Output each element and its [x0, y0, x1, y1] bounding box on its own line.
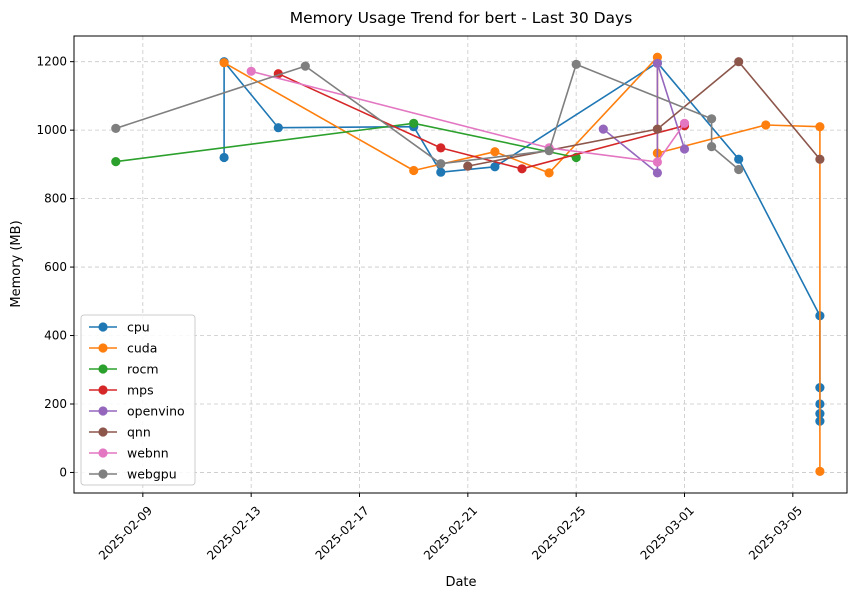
legend-marker: [98, 469, 108, 479]
legend-item-webgpu: webgpu: [89, 467, 177, 482]
data-point-cuda: [219, 58, 229, 68]
legend-marker: [98, 427, 108, 437]
legend-item-mps: mps: [89, 383, 154, 398]
legend-marker: [98, 448, 108, 458]
legend-marker: [98, 322, 108, 332]
data-point-webnn: [652, 157, 663, 167]
series-qnn: [463, 57, 825, 171]
data-point-mps: [436, 143, 446, 153]
data-point-cpu: [273, 123, 283, 133]
legend-item-webnn: webnn: [89, 446, 169, 461]
legend: cpu cuda rocm mps openvino qnn webnn webgpu: [80, 314, 196, 486]
data-point-openvino: [679, 144, 690, 154]
legend-label: cpu: [127, 320, 150, 335]
series-openvino: [598, 58, 690, 178]
data-point-qnn: [734, 57, 744, 67]
x-axis-label: Date: [445, 575, 476, 590]
data-point-openvino: [652, 58, 663, 68]
data-point-cuda: [761, 120, 771, 130]
data-point-cuda: [490, 147, 500, 157]
legend-label: cuda: [127, 341, 157, 356]
legend-label: webgpu: [127, 467, 177, 482]
data-point-cpu: [734, 154, 744, 164]
grid-lines: [74, 36, 847, 493]
data-point-webnn: [679, 118, 690, 128]
legend-marker: [98, 364, 108, 374]
data-point-cuda: [544, 168, 554, 178]
data-point-cuda: [815, 122, 825, 132]
data-point-webgpu: [571, 59, 581, 69]
legend-marker: [98, 406, 108, 416]
data-point-webgpu: [734, 164, 744, 175]
data-point-qnn: [463, 161, 473, 171]
y-tick-label: 0: [59, 465, 67, 479]
data-point-openvino: [598, 124, 608, 134]
y-tick-label: 800: [44, 192, 67, 206]
legend-marker: [98, 343, 108, 353]
legend-marker: [98, 385, 108, 395]
y-tick-label: 200: [44, 397, 67, 411]
legend-label: mps: [127, 383, 154, 398]
data-point-cpu: [490, 162, 500, 172]
legend-label: qnn: [127, 425, 151, 440]
y-tick-label: 400: [44, 329, 67, 343]
legend-item-rocm: rocm: [89, 362, 159, 377]
data-point-webgpu: [111, 123, 121, 133]
data-point-webgpu: [544, 146, 554, 156]
y-tick-label: 1000: [36, 123, 67, 137]
data-series: [111, 52, 825, 476]
data-point-cpu: [219, 152, 229, 163]
data-point-webgpu: [707, 114, 717, 124]
series-line-webnn: [251, 70, 686, 163]
data-point-webgpu: [300, 61, 310, 71]
data-point-cpu: [436, 167, 446, 177]
data-point-webnn: [246, 66, 256, 76]
legend-label: rocm: [127, 362, 159, 377]
plot-frame: [73, 35, 848, 494]
data-point-mps: [517, 164, 527, 174]
data-point-cuda: [815, 466, 825, 476]
data-point-rocm: [409, 118, 419, 128]
data-point-webgpu: [436, 159, 446, 169]
data-point-openvino: [652, 168, 663, 178]
data-point-qnn: [815, 154, 825, 164]
series-webgpu: [111, 59, 744, 175]
legend-item-qnn: qnn: [89, 425, 151, 440]
legend-label: webnn: [127, 446, 169, 461]
series-line-openvino: [602, 62, 686, 174]
legend-item-openvino: openvino: [89, 404, 185, 419]
data-point-rocm: [111, 157, 121, 167]
y-tick-label: 1200: [36, 55, 67, 69]
chart-title: Memory Usage Trend for bert - Last 30 Da…: [290, 9, 633, 27]
legend-box: [80, 314, 196, 486]
series-line-webgpu: [115, 63, 740, 171]
data-point-webgpu: [707, 142, 717, 152]
data-point-cuda: [409, 165, 419, 176]
legend-item-cuda: cuda: [89, 341, 157, 356]
data-point-qnn: [652, 124, 663, 134]
series-line-qnn: [467, 60, 821, 167]
y-axis-label: Memory (MB): [9, 220, 24, 307]
y-tick-label: 600: [44, 260, 67, 274]
legend-item-cpu: cpu: [89, 320, 150, 335]
legend-label: openvino: [127, 404, 185, 419]
